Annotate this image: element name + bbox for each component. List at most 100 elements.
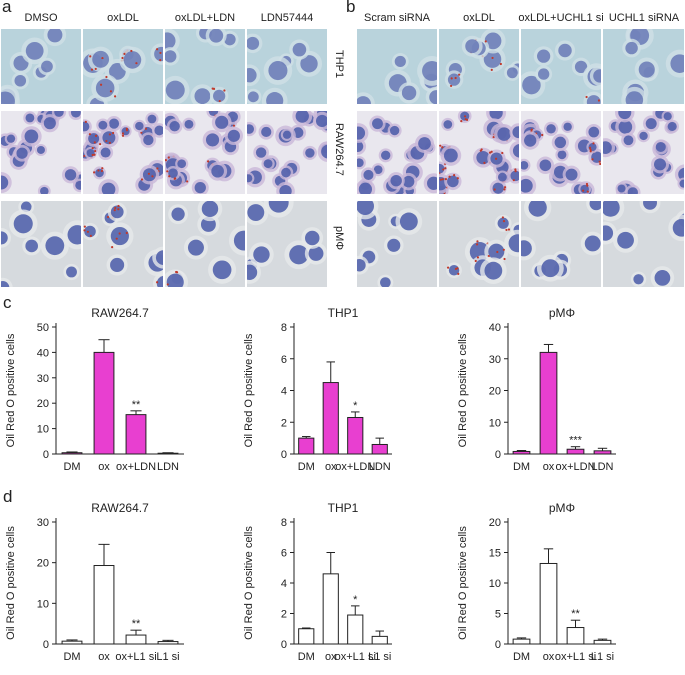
bar <box>513 639 530 644</box>
x-tick-label: L1 si <box>591 651 614 663</box>
y-tick-label: 20 <box>37 558 49 570</box>
y-tick-label: 6 <box>281 354 287 366</box>
column-label-a-4: LDN57444 <box>246 12 328 24</box>
micrograph-tile <box>164 200 246 288</box>
micrograph-tile <box>246 200 328 288</box>
chart-title: pMΦ <box>549 306 575 320</box>
y-tick-label: 2 <box>281 609 287 621</box>
bar <box>348 417 363 454</box>
y-tick-label: 30 <box>489 354 501 366</box>
bar <box>62 641 82 644</box>
y-tick-label: 20 <box>489 517 501 529</box>
y-axis-label: Oil Red O positive cells <box>243 333 255 447</box>
row-label-thp1: THP1 <box>333 50 345 78</box>
micrograph-tile <box>246 110 328 195</box>
chart-title: RAW264.7 <box>91 306 149 320</box>
row-label-pm: pMΦ <box>333 226 345 250</box>
micrograph-tile <box>0 110 82 195</box>
significance-mark: * <box>353 594 358 606</box>
micrograph-tile <box>602 200 685 288</box>
x-tick-label: LDN <box>369 461 391 473</box>
bar <box>94 566 114 644</box>
y-tick-label: 0 <box>281 449 287 461</box>
chart-title: RAW264.7 <box>91 501 149 515</box>
bar <box>594 451 611 454</box>
micrograph-tile <box>0 200 82 288</box>
x-tick-label: DM <box>513 461 530 473</box>
column-label-b-2: oxLDL <box>438 12 520 24</box>
panel-letter-b: b <box>346 0 355 17</box>
y-tick-label: 0 <box>495 639 501 651</box>
y-tick-label: 10 <box>37 598 49 610</box>
bar <box>299 629 314 644</box>
chart-title: THP1 <box>328 501 359 515</box>
micrograph-tile <box>82 110 164 195</box>
micrograph-tile <box>82 28 164 105</box>
x-tick-label: DM <box>513 651 530 663</box>
column-label-a-3: oxLDL+LDN <box>164 12 246 24</box>
x-tick-label: LDN <box>157 461 179 473</box>
y-tick-label: 10 <box>489 578 501 590</box>
bar <box>567 449 584 454</box>
micrograph-tile <box>246 28 328 105</box>
bar <box>540 352 557 454</box>
x-tick-label: DM <box>298 651 315 663</box>
y-tick-label: 0 <box>43 639 49 651</box>
x-tick-label: L1 si <box>156 651 179 663</box>
y-tick-label: 10 <box>489 417 501 429</box>
micrograph-tile <box>82 200 164 288</box>
x-tick-label: DM <box>298 461 315 473</box>
bar <box>372 636 387 644</box>
micrograph-tile <box>520 200 602 288</box>
y-tick-label: 30 <box>37 373 49 385</box>
y-tick-label: 20 <box>489 386 501 398</box>
bar <box>567 628 584 644</box>
y-tick-label: 50 <box>37 322 49 334</box>
x-tick-label: DM <box>63 651 80 663</box>
y-tick-label: 8 <box>281 322 287 334</box>
column-label-b-3: oxLDL+UCHL1 si <box>513 12 609 24</box>
micrograph-tile <box>602 28 685 105</box>
bar <box>158 453 178 454</box>
bar <box>299 438 314 454</box>
significance-mark: *** <box>569 435 583 447</box>
column-label-b-4: UCHL1 siRNA <box>603 12 685 24</box>
x-tick-label: ox+LDN <box>116 461 156 473</box>
y-tick-label: 6 <box>281 548 287 560</box>
bar <box>126 635 146 644</box>
x-tick-label: ox <box>543 461 555 473</box>
y-tick-label: 20 <box>37 398 49 410</box>
y-axis-label: Oil Red O positive cells <box>457 526 469 640</box>
bar <box>594 640 611 644</box>
micrograph-tile <box>356 110 438 195</box>
y-tick-label: 4 <box>281 578 287 590</box>
chart-title: pMΦ <box>549 501 575 515</box>
x-tick-label: ox <box>98 651 110 663</box>
significance-mark: ** <box>571 608 580 620</box>
y-tick-label: 0 <box>43 449 49 461</box>
y-tick-label: 30 <box>37 517 49 529</box>
y-tick-label: 10 <box>37 424 49 436</box>
column-label-a-1: DMSO <box>0 12 82 24</box>
micrograph-tile <box>356 200 438 288</box>
y-axis-label: Oil Red O positive cells <box>457 333 469 447</box>
x-tick-label: ox <box>543 651 555 663</box>
bar <box>323 383 338 454</box>
significance-mark: ** <box>132 399 141 411</box>
bar <box>94 352 114 454</box>
micrograph-tile <box>164 28 246 105</box>
micrograph-tile <box>438 200 520 288</box>
y-tick-label: 4 <box>281 386 287 398</box>
micrograph-tile <box>520 110 602 195</box>
micrograph-tile <box>602 110 685 195</box>
bar <box>323 574 338 644</box>
column-label-a-2: oxLDL <box>82 12 164 24</box>
